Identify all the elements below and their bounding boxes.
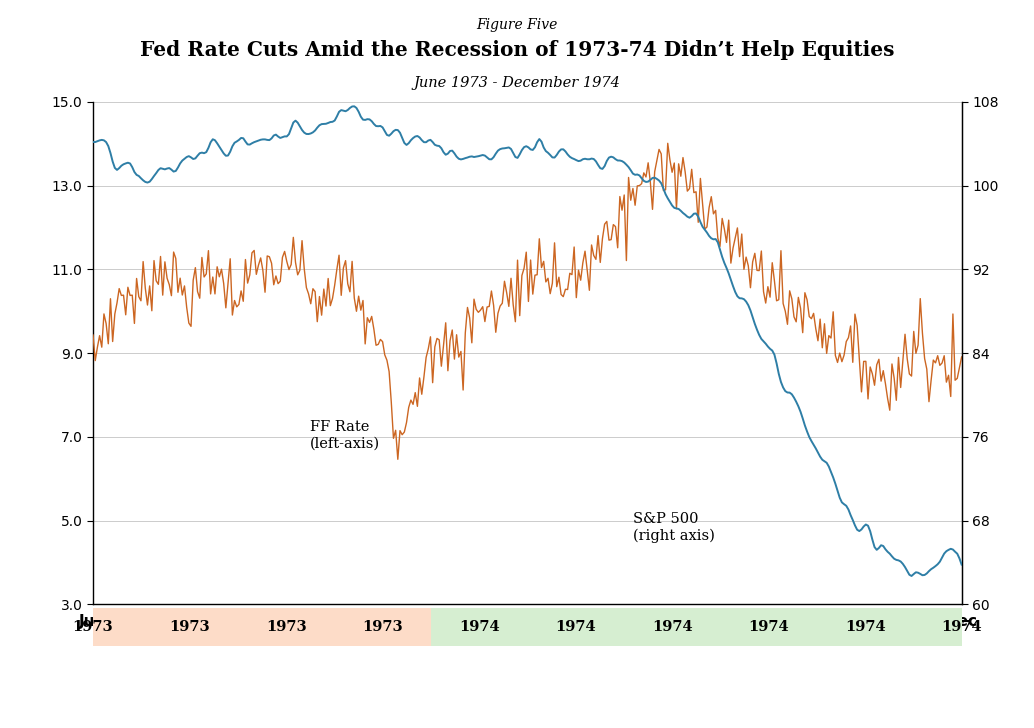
Text: 1973: 1973 (266, 620, 306, 634)
Text: Figure Five: Figure Five (477, 18, 557, 32)
Text: 1973: 1973 (362, 620, 403, 634)
Text: 1974: 1974 (749, 620, 789, 634)
Text: 1974: 1974 (459, 620, 499, 634)
Text: June 1973 - December 1974: June 1973 - December 1974 (414, 76, 620, 90)
Text: FF Rate
(left-axis): FF Rate (left-axis) (310, 420, 381, 450)
Text: 1973: 1973 (170, 620, 210, 634)
Text: S&P 500
(right axis): S&P 500 (right axis) (634, 513, 716, 543)
Text: 1974: 1974 (555, 620, 596, 634)
Text: 1974: 1974 (845, 620, 885, 634)
Text: 1974: 1974 (651, 620, 693, 634)
Text: Fed Rate Cuts Amid the Recession of 1973-74 Didn’t Help Equities: Fed Rate Cuts Amid the Recession of 1973… (140, 40, 894, 60)
Text: 1974: 1974 (941, 620, 982, 634)
Text: 1973: 1973 (72, 620, 114, 634)
